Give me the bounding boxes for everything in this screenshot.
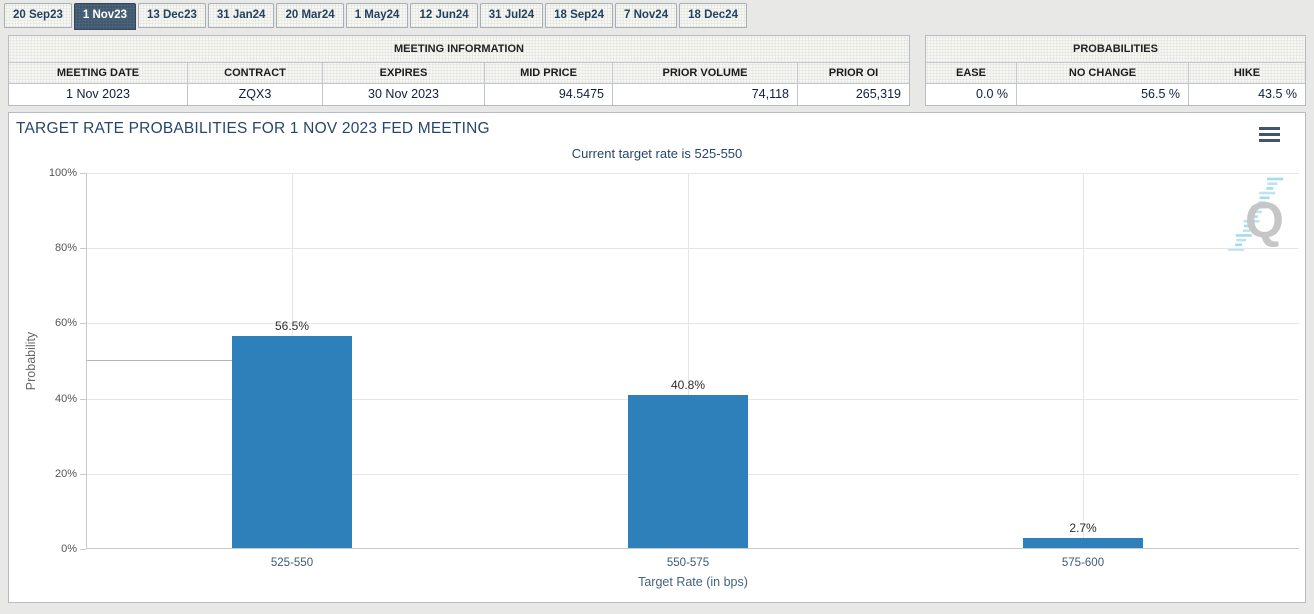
mi-value-contract: ZQX3 [188, 83, 323, 106]
y-tick-mark [80, 248, 86, 250]
mi-header-mid-price: MID PRICE [485, 63, 613, 84]
tab-18-sep24[interactable]: 18 Sep24 [545, 3, 613, 28]
bar-550-575[interactable] [628, 394, 748, 548]
summary-tables: MEETING INFORMATION MEETING DATE CONTRACT… [8, 35, 1306, 107]
menu-bar [1259, 133, 1280, 136]
mi-value-meeting-date: 1 Nov 2023 [9, 83, 188, 106]
target-rate-chart-panel: TARGET RATE PROBABILITIES FOR 1 NOV 2023… [8, 112, 1306, 603]
tab-1-may24[interactable]: 1 May24 [345, 3, 409, 28]
tab-31-jan24[interactable]: 31 Jan24 [207, 3, 275, 28]
meeting-information-table: MEETING INFORMATION MEETING DATE CONTRACT… [8, 35, 910, 107]
meeting-information-title: MEETING INFORMATION [9, 36, 909, 63]
category-label-575-600: 575-600 [1061, 557, 1105, 569]
quikstrike-watermark-icon: Q [1228, 177, 1284, 251]
probabilities-value-row: 0.0 % 56.5 % 43.5 % [926, 83, 1305, 106]
probabilities-header-row: EASE NO CHANGE HIKE [926, 63, 1305, 84]
probabilities-table: PROBABILITIES EASE NO CHANGE HIKE 0.0 % 56.… [925, 35, 1306, 107]
mi-value-mid-price: 94.5475 [485, 83, 613, 106]
tab-18-dec24[interactable]: 18 Dec24 [679, 3, 747, 28]
mi-header-prior-volume: PRIOR VOLUME [613, 63, 798, 84]
y-tick-label-100: 100% [48, 167, 77, 179]
category-label-550-575: 550-575 [666, 557, 710, 569]
bar-525-550[interactable] [232, 335, 352, 548]
chart-subtitle: Current target rate is 525-550 [571, 146, 743, 161]
tab-1-nov23[interactable]: 1 Nov23 [73, 3, 136, 30]
prob-header-ease: EASE [926, 63, 1017, 84]
y-tick-label-0: 0% [61, 543, 77, 555]
mi-header-expires: EXPIRES [323, 63, 485, 84]
gridline-100% [87, 173, 1299, 174]
mi-value-expires: 30 Nov 2023 [323, 83, 485, 106]
bar-575-600[interactable] [1023, 537, 1143, 548]
y-tick-label-20: 20% [54, 467, 77, 480]
y-tick-mark [80, 173, 86, 174]
y-tick-label-40: 40% [54, 392, 77, 405]
meeting-information-header-row: MEETING DATE CONTRACT EXPIRES MID PRICE PRIO… [9, 63, 909, 84]
y-tick-mark [80, 549, 86, 550]
prob-value-ease: 0.0 % [926, 83, 1017, 106]
svg-text:Q: Q [1245, 192, 1284, 248]
gridline-category-2 [1083, 173, 1084, 548]
menu-bar [1259, 139, 1280, 142]
mi-value-prior-oi: 265,319 [798, 83, 909, 106]
probabilities-title: PROBABILITIES [926, 36, 1305, 63]
data-label-575-600: 2.7% [1069, 520, 1097, 535]
y-tick-label-80: 80% [54, 242, 77, 255]
data-label-550-575: 40.8% [670, 377, 706, 392]
prob-header-hike: HIKE [1189, 63, 1305, 84]
hamburger-menu-icon[interactable] [1259, 127, 1280, 145]
data-label-525-550: 56.5% [274, 318, 310, 333]
menu-bar [1259, 127, 1280, 130]
prior-marker-line [87, 359, 232, 361]
prob-value-no-change: 56.5 % [1017, 83, 1189, 106]
chart-title: TARGET RATE PROBABILITIES FOR 1 NOV 2023… [16, 120, 490, 137]
plot-area: Probability Target Rate (in bps) Q 0% 20%… [24, 167, 1299, 589]
category-label-525-550: 525-550 [270, 557, 314, 569]
gridline-category-1 [688, 173, 689, 548]
tab-31-jul24[interactable]: 31 Jul24 [479, 3, 544, 28]
mi-value-prior-volume: 74,118 [613, 83, 798, 106]
gridline-60% [87, 323, 1299, 325]
y-axis-title: Probability [24, 331, 38, 390]
y-tick-label-60: 60% [54, 317, 77, 330]
mi-header-prior-oi: PRIOR OI [798, 63, 909, 84]
y-tick-mark [80, 398, 86, 400]
meeting-tabs: 20 Sep23 1 Nov23 13 Dec23 31 Jan24 20 Mar24 1… [0, 0, 1314, 31]
x-axis-title: Target Rate (in bps) [638, 575, 748, 589]
prob-header-no-change: NO CHANGE [1017, 63, 1189, 84]
prob-value-hike: 43.5 % [1189, 83, 1305, 106]
tab-13-dec23[interactable]: 13 Dec23 [137, 3, 206, 28]
y-tick-mark [80, 323, 86, 325]
tab-12-jun24[interactable]: 12 Jun24 [410, 3, 478, 28]
mi-header-contract: CONTRACT [188, 63, 323, 84]
tab-20-sep23[interactable]: 20 Sep23 [4, 3, 72, 28]
meeting-information-value-row: 1 Nov 2023 ZQX3 30 Nov 2023 94.5475 74,118 26… [9, 83, 909, 106]
tab-20-mar24[interactable]: 20 Mar24 [276, 3, 344, 28]
tab-7-nov24[interactable]: 7 Nov24 [614, 3, 678, 28]
y-tick-mark [80, 473, 86, 475]
gridline-80% [87, 248, 1299, 250]
mi-header-meeting-date: MEETING DATE [9, 63, 188, 84]
